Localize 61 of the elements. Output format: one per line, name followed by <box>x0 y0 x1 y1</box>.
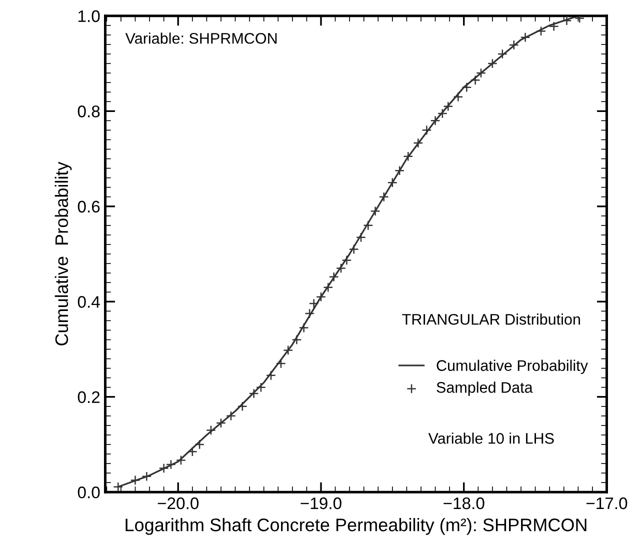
x-axis-title: Logarithm Shaft Concrete Permeability (m²): SHPRMCON <box>126 518 586 535</box>
annotation: Variable 10 in LHS <box>428 432 554 444</box>
point <box>562 16 572 26</box>
x-tick-label: −17.0 <box>586 497 628 510</box>
legend-label: Sampled Data <box>436 382 533 396</box>
x-tick-label: −20.0 <box>158 497 199 510</box>
y-tick-label: 0.8 <box>78 106 100 118</box>
point <box>403 151 414 162</box>
y-tick-label: 0.0 <box>78 486 100 498</box>
point <box>497 48 508 60</box>
point <box>113 482 124 492</box>
point <box>430 116 440 126</box>
point <box>508 40 519 50</box>
point <box>308 298 319 309</box>
point <box>323 282 334 292</box>
point <box>187 446 198 457</box>
point <box>292 334 302 345</box>
point <box>130 475 140 486</box>
point <box>266 370 276 380</box>
legend-label: Cumulative Probability <box>436 360 588 374</box>
point <box>176 455 186 466</box>
x-tick-label: −18.0 <box>444 497 484 510</box>
y-tick-label: 1.0 <box>78 10 100 22</box>
y-tick-label: 0.2 <box>78 391 100 404</box>
point <box>548 21 559 32</box>
point <box>536 26 546 36</box>
y-tick-label: 0.4 <box>78 296 100 308</box>
x-tick-label: −19.0 <box>300 497 342 510</box>
point <box>336 263 346 274</box>
point <box>316 292 326 302</box>
point <box>206 425 216 436</box>
point <box>487 58 498 69</box>
annotation: TRIANGULAR Distribution <box>402 314 580 325</box>
point <box>194 439 205 450</box>
point <box>520 32 530 42</box>
point <box>283 345 294 356</box>
point <box>304 308 315 319</box>
point <box>413 138 424 148</box>
point <box>363 220 374 230</box>
point <box>387 178 398 188</box>
annotation: Variable: SHPRMCON <box>125 32 277 44</box>
point <box>462 82 472 92</box>
point <box>378 192 389 202</box>
point <box>248 388 259 399</box>
point <box>348 244 359 254</box>
point <box>256 382 266 392</box>
point <box>422 125 432 136</box>
point <box>342 255 352 266</box>
point <box>453 92 464 102</box>
point <box>328 272 339 282</box>
point <box>356 232 366 242</box>
y-tick-label: 0.6 <box>78 200 100 213</box>
point <box>237 401 248 412</box>
point <box>394 166 405 176</box>
point <box>142 471 152 482</box>
point <box>216 418 226 428</box>
point <box>370 206 380 216</box>
point <box>276 358 286 369</box>
point <box>298 322 309 333</box>
point <box>226 410 236 421</box>
y-axis-title: Cumulative Probability <box>54 162 72 346</box>
